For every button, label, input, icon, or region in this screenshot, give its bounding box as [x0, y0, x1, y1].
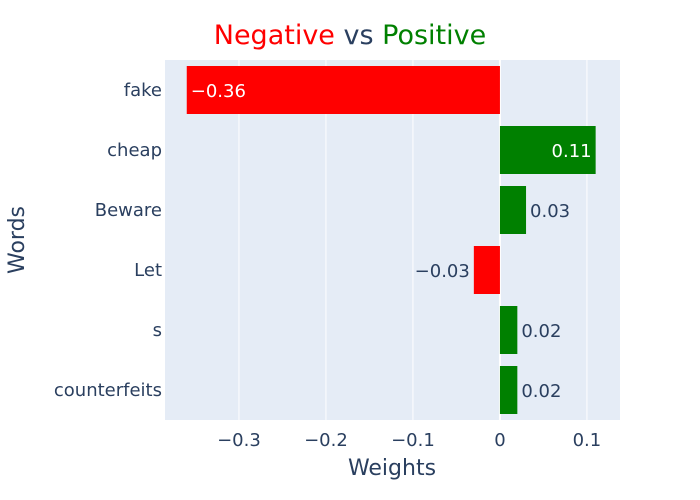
data-label: −0.36 — [191, 81, 246, 102]
title-part-1: vs — [335, 20, 382, 51]
y-tick-label: fake — [124, 80, 162, 101]
y-tick-label: s — [153, 320, 162, 341]
bar-s — [499, 306, 518, 354]
data-label: 0.02 — [521, 381, 561, 402]
bar-fake — [186, 66, 500, 114]
y-tick-label: counterfeits — [54, 380, 162, 401]
x-axis-title: Weights — [348, 456, 436, 481]
x-tick-label: 0.1 — [573, 430, 602, 451]
data-labels: −0.36 0.11 0.03 −0.03 0.02 0.02 — [191, 81, 592, 402]
y-tick-label: Beware — [95, 200, 162, 221]
data-label: 0.11 — [552, 141, 592, 162]
x-axis-ticks: −0.3 −0.2 −0.1 0 0.1 — [217, 430, 601, 451]
gridlines — [238, 60, 588, 420]
title-part-2: Positive — [382, 20, 486, 51]
y-axis-title: Words — [5, 206, 30, 274]
bar-let — [473, 246, 500, 294]
y-tick-label: Let — [134, 260, 162, 281]
data-label: −0.03 — [415, 261, 470, 282]
bars — [186, 66, 596, 414]
y-axis-ticks: fake cheap Beware Let s counterfeits — [54, 80, 162, 401]
bar-counterfeits — [499, 366, 518, 414]
bar-cheap — [499, 126, 596, 174]
x-tick-label: −0.2 — [304, 430, 348, 451]
y-tick-label: cheap — [107, 140, 162, 161]
bar-beware — [499, 186, 527, 234]
x-tick-label: 0 — [494, 430, 505, 451]
title-part-0: Negative — [214, 20, 335, 51]
x-tick-label: −0.3 — [217, 430, 261, 451]
chart-title: Negative vs Positive — [214, 20, 486, 51]
data-label: 0.03 — [530, 201, 570, 222]
x-tick-label: −0.1 — [391, 430, 435, 451]
plot-area — [165, 60, 620, 420]
data-label: 0.02 — [521, 321, 561, 342]
